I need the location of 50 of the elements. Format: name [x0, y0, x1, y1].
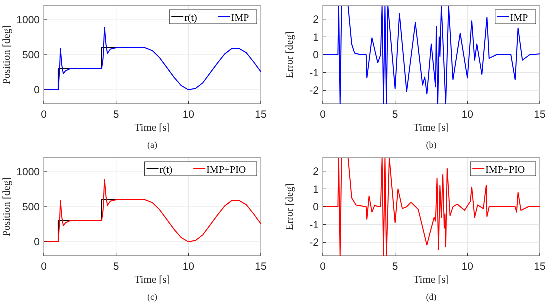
y-tick-label: -1 — [310, 219, 320, 232]
line-series — [44, 27, 261, 90]
x-axis-title: Time [s] — [134, 123, 170, 134]
legend-label: IMP+PIO — [486, 165, 526, 176]
line-series — [44, 179, 261, 242]
y-tick-label: 2 — [313, 14, 320, 26]
text: (a) — [148, 140, 158, 150]
x-tick-label: 5 — [392, 109, 398, 121]
x-tick-label: 10 — [182, 261, 195, 273]
y-tick-label: 1000 — [16, 14, 40, 27]
y-axis-title: Error [deg] — [285, 32, 296, 78]
y-axis-title: Error [deg] — [285, 184, 296, 230]
line-series — [323, 158, 540, 256]
x-tick-label: 15 — [255, 109, 267, 121]
legend-label: IMP — [510, 13, 529, 24]
y-tick-label: 0 — [313, 50, 320, 62]
x-tick-label: 15 — [255, 261, 267, 273]
y-tick-label: 0 — [313, 202, 320, 214]
legend-label: IMP+PIO — [206, 165, 246, 176]
y-tick-label: 2 — [313, 166, 320, 178]
line-series — [323, 6, 540, 104]
y-tick-label: 1000 — [16, 166, 40, 179]
x-tick-label: 15 — [534, 109, 546, 121]
y-tick-label: 0 — [34, 236, 40, 249]
y-axis-title: Position [deg] — [2, 177, 13, 237]
x-tick-label: 5 — [392, 261, 398, 273]
y-tick-label: -1 — [310, 67, 320, 80]
text: (b) — [426, 140, 437, 150]
y-axis-title: Position [deg] — [2, 25, 13, 85]
x-tick-label: 15 — [534, 261, 546, 273]
y-tick-label: 1 — [313, 184, 320, 196]
x-axis-title: Time [s] — [414, 123, 450, 134]
legend-label: r(t) — [160, 165, 173, 176]
y-tick-label: 500 — [22, 202, 40, 214]
x-axis-title: Time [s] — [414, 275, 450, 286]
x-tick-label: 5 — [113, 261, 120, 273]
x-axis-title: Time [s] — [134, 275, 170, 286]
text: (d) — [426, 292, 437, 302]
x-tick-label: 10 — [182, 109, 195, 121]
legend-label: r(t) — [184, 13, 198, 24]
x-tick-label: 10 — [462, 109, 474, 121]
y-tick-label: 0 — [34, 84, 40, 97]
text: (c) — [148, 292, 158, 302]
y-tick-label: 500 — [22, 50, 40, 62]
legend-label: IMP — [231, 13, 250, 24]
x-tick-label: 5 — [113, 109, 120, 121]
y-tick-label: -2 — [310, 237, 320, 250]
y-tick-label: -2 — [310, 85, 320, 98]
y-tick-label: 1 — [313, 32, 320, 44]
x-tick-label: 10 — [462, 261, 474, 273]
